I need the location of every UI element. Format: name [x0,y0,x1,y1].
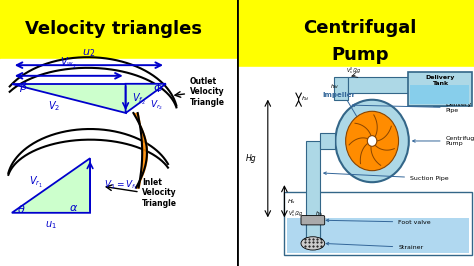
Text: Suction Pipe: Suction Pipe [324,172,448,181]
Bar [320,133,335,149]
Text: Velocity triangles: Velocity triangles [25,20,202,38]
Text: $u_1$: $u_1$ [45,219,57,231]
Circle shape [335,100,409,182]
Text: Outlet
Velocity
Triangle: Outlet Velocity Triangle [190,77,225,107]
Bar [408,72,472,106]
Bar [0,0,237,59]
Bar [306,220,320,245]
Bar [0,59,237,266]
Text: $h_d$: $h_d$ [301,94,310,103]
Text: $V_2$: $V_2$ [48,99,61,113]
Polygon shape [126,84,166,113]
Polygon shape [12,158,90,213]
Text: $V_s^2/2g$: $V_s^2/2g$ [288,208,303,219]
Text: $V_{r_1}$: $V_{r_1}$ [28,175,43,190]
Text: $V_{r_2}$: $V_{r_2}$ [151,98,164,112]
Text: $V_{f_2}$: $V_{f_2}$ [132,92,145,107]
Bar [432,93,447,106]
Text: $\Phi$: $\Phi$ [153,82,163,94]
Bar [237,0,474,66]
Circle shape [346,111,399,171]
Text: $V_1 = V_{f_1}$: $V_1 = V_{f_1}$ [104,178,138,192]
Ellipse shape [301,237,325,250]
Text: Delivery
Tank: Delivery Tank [425,75,454,86]
Bar [287,218,469,253]
Text: $\theta$: $\theta$ [17,203,26,215]
Text: Hg: Hg [246,154,256,163]
Bar [410,85,469,104]
Text: $\beta$: $\beta$ [19,80,28,94]
Text: Centrifugal: Centrifugal [303,19,417,37]
Text: Foot valve: Foot valve [326,219,431,225]
Text: $H_s$: $H_s$ [287,197,296,206]
Text: Delivery
Pipe: Delivery Pipe [352,102,472,113]
Text: Centrifugal
Pump: Centrifugal Pump [413,136,474,146]
Text: Impeller: Impeller [322,92,356,98]
Text: $V_{w_2}$: $V_{w_2}$ [60,56,77,71]
Text: $u_2$: $u_2$ [82,48,95,59]
Circle shape [367,136,377,146]
Text: Inlet
Velocity
Triangle: Inlet Velocity Triangle [142,178,177,208]
Bar [284,192,472,255]
Text: Pump: Pump [331,45,389,64]
Bar [237,66,474,266]
Bar [348,77,410,93]
Text: $h_{fd}$: $h_{fd}$ [329,82,339,91]
Bar [306,141,320,245]
Text: $h_{fs}$: $h_{fs}$ [315,209,324,218]
Text: $\alpha$: $\alpha$ [69,203,78,213]
Text: Strainer: Strainer [326,242,423,250]
Polygon shape [12,84,126,113]
Text: $V_s^2/2g$: $V_s^2/2g$ [346,65,362,76]
Bar [334,77,348,100]
FancyBboxPatch shape [301,215,325,225]
